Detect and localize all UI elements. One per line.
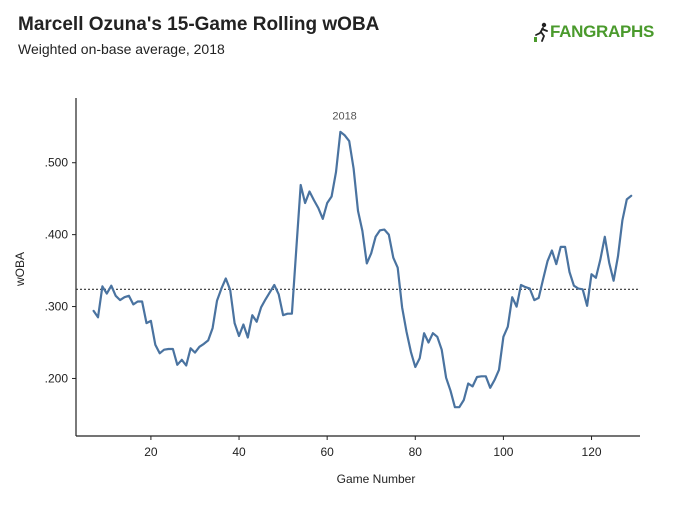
fangraphs-logo: FANGRAPHS: [534, 20, 654, 44]
y-tick-label: .400: [45, 228, 69, 242]
y-tick-label: .300: [45, 300, 69, 314]
labels-group: 2018 Game Number wOBA: [13, 111, 415, 486]
axes: 20 40 60 80 100 120 .200 .300 .400 .500: [45, 98, 640, 459]
x-tick-label: 120: [582, 445, 602, 459]
logo-text: FANGRAPHS: [550, 22, 655, 41]
series-group: [92, 130, 633, 409]
chart-subtitle: Weighted on-base average, 2018: [18, 41, 225, 57]
x-tick-label: 60: [320, 445, 334, 459]
x-tick-label: 20: [144, 445, 158, 459]
season-annotation: 2018: [332, 111, 356, 123]
y-tick-label: .500: [45, 156, 69, 170]
x-tick-label: 80: [409, 445, 423, 459]
woba-series-line: [92, 130, 633, 409]
y-axis-title: wOBA: [13, 252, 27, 287]
x-tick-label: 40: [232, 445, 246, 459]
x-axis-title: Game Number: [337, 472, 416, 486]
y-tick-label: .200: [45, 371, 69, 385]
x-tick-label: 100: [493, 445, 513, 459]
fangraphs-runner-icon: [534, 22, 548, 42]
chart-title: Marcell Ozuna's 15-Game Rolling wOBA: [18, 14, 380, 35]
